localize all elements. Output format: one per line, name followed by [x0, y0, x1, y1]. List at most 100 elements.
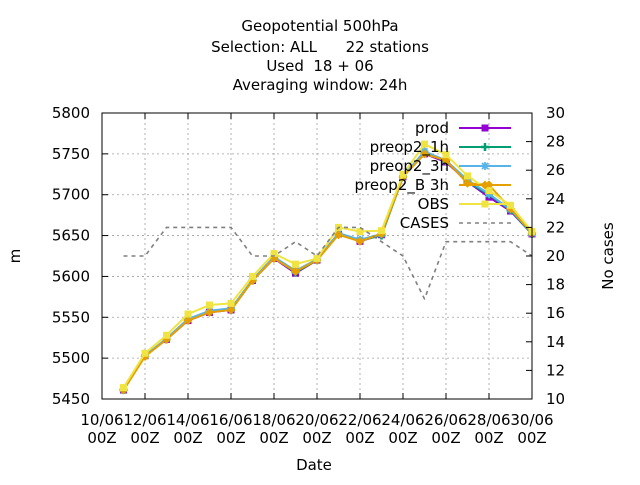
series-obs-point	[507, 201, 514, 209]
series-prod-line	[122, 152, 533, 391]
title-line-4: Averaging window: 24h	[233, 76, 408, 94]
legend-obs-label: OBS	[418, 195, 449, 213]
x-tick-label-hour: 00Z	[431, 429, 460, 447]
series-obs-line	[122, 143, 533, 389]
series-obs-point	[184, 310, 192, 318]
series-obs-point	[421, 140, 428, 148]
x-tick-label-hour: 00Z	[130, 429, 159, 447]
y2-tick-label: 20	[546, 247, 565, 265]
series-preop2-b-3h-point	[205, 307, 214, 317]
series-cases	[123, 226, 533, 300]
y2-axis-label: No cases	[599, 222, 617, 290]
y-tick-label: 5450	[52, 390, 90, 408]
series-lines	[119, 140, 537, 395]
title-line-2: Selection: ALL 22 stations	[211, 38, 429, 56]
series-obs-point	[313, 254, 321, 262]
series-preop2-b-3h-point	[291, 267, 300, 277]
series-preop2-b-3h-point	[226, 305, 236, 315]
series-preop2-b-3h-point	[269, 253, 279, 263]
series-obs-point	[292, 260, 299, 268]
grid	[102, 113, 532, 399]
y-axis-label: m	[6, 249, 24, 264]
series-obs-point	[270, 250, 278, 258]
series-obs-point	[378, 227, 385, 235]
x-tick-label-hour: 00Z	[87, 429, 116, 447]
x-tick-label-hour: 00Z	[345, 429, 374, 447]
legend-preop2-1h-point	[481, 143, 489, 151]
x-tick-label-date: 28/06	[467, 411, 510, 429]
x-tick-label-date: 10/06	[80, 411, 123, 429]
x-tick-label-hour: 00Z	[517, 429, 546, 447]
title-line-1: Geopotential 500hPa	[241, 17, 398, 35]
series-preop2-b-3h-point	[355, 236, 365, 246]
series-obs-point	[464, 172, 471, 180]
series-prod	[120, 150, 536, 394]
chart-title: Geopotential 500hPa Selection: ALL 22 st…	[211, 17, 429, 94]
marker-stroke	[481, 162, 489, 170]
series-obs-point	[442, 151, 450, 159]
series-preop2-b-3h-line	[122, 152, 533, 391]
series-obs-point	[120, 384, 127, 392]
x-tick-label-date: 20/06	[295, 411, 338, 429]
y2-tick-label: 30	[546, 104, 565, 122]
y2-tick-label: 18	[546, 276, 565, 294]
legend-prod-label: prod	[415, 119, 449, 137]
title-line-3: Used 18 + 06	[266, 57, 373, 75]
series-obs-point	[206, 301, 213, 309]
y2-tick-label: 14	[546, 333, 565, 351]
series-preop2-3h-line	[122, 150, 533, 390]
x-tick-label-date: 14/06	[166, 411, 209, 429]
y2-tick-label: 26	[546, 161, 565, 179]
y2-tick-label: 24	[546, 190, 565, 208]
legend-preop2-1h-label: preop2_1h	[370, 138, 449, 157]
series-obs-point	[485, 187, 493, 195]
series-cases-line	[123, 226, 533, 300]
y-tick-label: 5650	[52, 227, 90, 245]
legend-preop2-3h-label: preop2_3h	[370, 157, 449, 176]
y-tick-label: 5700	[52, 186, 90, 204]
y2-tick-label: 12	[546, 361, 565, 379]
legend-prod-point	[481, 124, 489, 132]
series-preop2-1h-line	[122, 151, 533, 391]
y2-tick-label: 10	[546, 390, 565, 408]
x-tick-label-date: 16/06	[209, 411, 252, 429]
y-tick-label: 5750	[52, 145, 90, 163]
x-tick-label-date: 18/06	[252, 411, 295, 429]
legend-preop2-b-3h-label: preop2_B 3h	[355, 176, 449, 195]
y-tick-label: 5800	[52, 104, 90, 122]
series-obs-point	[163, 331, 170, 339]
series-preop2-b-3h-point	[334, 230, 343, 240]
y2-tick-label: 22	[546, 218, 565, 236]
legend-obs-point	[481, 200, 489, 208]
y-tick-label: 5550	[52, 308, 90, 326]
series-preop2-b-3h-point	[420, 149, 429, 159]
legend-cases-label: CASES	[400, 214, 449, 232]
x-tick-label-hour: 00Z	[474, 429, 503, 447]
series-obs-point	[356, 227, 364, 235]
series-obs-point	[141, 349, 149, 357]
series-obs-point	[227, 299, 235, 307]
y2-tick-label: 28	[546, 133, 565, 151]
x-tick-label-hour: 00Z	[259, 429, 288, 447]
y-tick-label: 5500	[52, 349, 90, 367]
axis-ticks: 5450 5500 5550 5600 5650 5700 5750 5800 10 12 14 16…	[52, 104, 565, 447]
series-preop2-b-3h-point	[183, 316, 193, 326]
x-tick-label-hour: 00Z	[302, 429, 331, 447]
legend-preop2-b-3h-point	[480, 180, 490, 190]
x-tick-label-date: 12/06	[123, 411, 166, 429]
y-tick-label: 5600	[52, 267, 90, 285]
y2-tick-label: 16	[546, 304, 565, 322]
series-obs	[120, 140, 536, 392]
x-tick-label-date: 22/06	[338, 411, 381, 429]
x-tick-label-date: 24/06	[381, 411, 424, 429]
x-tick-label-date: 30/06	[510, 411, 553, 429]
series-obs-point	[399, 170, 407, 178]
series-obs-point	[249, 272, 256, 280]
x-tick-label-hour: 00Z	[216, 429, 245, 447]
x-axis-label: Date	[296, 456, 332, 474]
x-tick-label-hour: 00Z	[388, 429, 417, 447]
legend-preop2-3h-point	[481, 162, 489, 170]
